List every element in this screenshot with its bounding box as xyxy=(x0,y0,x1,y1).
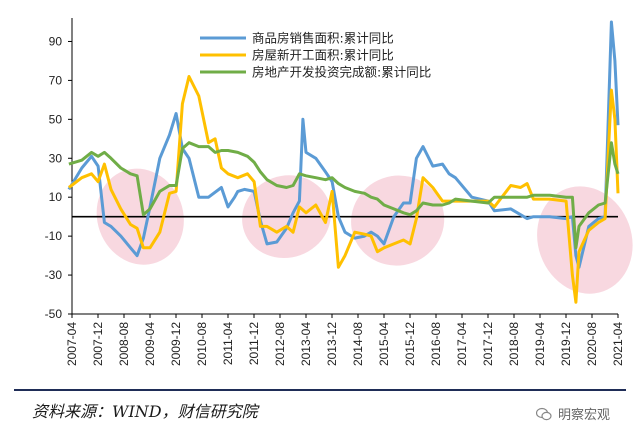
x-tick-label: 2007-12 xyxy=(91,322,105,366)
y-tick-label: 70 xyxy=(49,73,63,87)
x-tick-label: 2017-04 xyxy=(455,322,469,366)
x-tick-label: 2011-04 xyxy=(221,322,235,365)
x-tick-label: 2011-12 xyxy=(247,322,261,365)
y-tick-label: 50 xyxy=(49,112,63,126)
x-tick-label: 2021-04 xyxy=(611,322,625,366)
x-tick-label: 2012-08 xyxy=(273,322,287,366)
x-tick-label: 2007-04 xyxy=(65,322,79,366)
x-tick-label: 2010-08 xyxy=(195,322,209,366)
x-tick-label: 2019-04 xyxy=(533,322,547,366)
x-tick-label: 2015-04 xyxy=(377,322,391,366)
series-line-1 xyxy=(67,20,620,269)
x-tick-label: 2019-12 xyxy=(559,322,573,366)
x-tick-label: 2015-12 xyxy=(403,322,417,366)
line-chart: -50 -30 -10 10 30 50 70 90 2007-04 2007-12 2008-08… xyxy=(45,18,633,366)
x-tick-label: 2008-08 xyxy=(117,322,131,366)
y-tick-label: 30 xyxy=(49,151,63,165)
x-tick-label: 2009-12 xyxy=(169,322,183,366)
series-lines xyxy=(67,20,620,304)
y-tick-label: -30 xyxy=(45,268,63,282)
y-tick-label: -50 xyxy=(45,307,63,321)
watermark: 明察宏观 xyxy=(535,404,610,423)
x-tick-label: 2014-08 xyxy=(351,322,365,366)
highlight-ellipse xyxy=(537,186,633,294)
x-tick-label: 2013-04 xyxy=(299,322,313,366)
watermark-text: 明察宏观 xyxy=(557,408,610,423)
source-divider xyxy=(14,389,626,391)
legend-label-3: 房地产开发投资完成额:累计同比 xyxy=(252,65,431,80)
y-tick-label: 10 xyxy=(49,190,63,204)
x-tick-label: 2016-08 xyxy=(429,322,443,366)
x-tick-label: 2013-12 xyxy=(325,322,339,366)
axes: -50 -30 -10 10 30 50 70 90 2007-04 2007-12 2008-08… xyxy=(45,18,625,366)
x-tick-label: 2017-12 xyxy=(481,322,495,366)
y-tick-label: 90 xyxy=(49,34,63,48)
wechat-icon xyxy=(535,407,552,420)
x-tick-label: 2009-04 xyxy=(143,322,157,366)
highlight-ellipse xyxy=(351,175,445,266)
x-tick-label: 2018-08 xyxy=(507,322,521,366)
legend-label-1: 商品房销售面积:累计同比 xyxy=(252,31,394,46)
legend-label-2: 房屋新开工面积:累计同比 xyxy=(252,48,394,63)
series-line-3 xyxy=(68,141,620,250)
highlight-ellipses xyxy=(96,168,633,294)
source-note: 资料来源：WIND，财信研究院 xyxy=(32,402,258,421)
y-tick-label: -10 xyxy=(45,229,63,243)
x-tick-label: 2020-08 xyxy=(585,322,599,366)
